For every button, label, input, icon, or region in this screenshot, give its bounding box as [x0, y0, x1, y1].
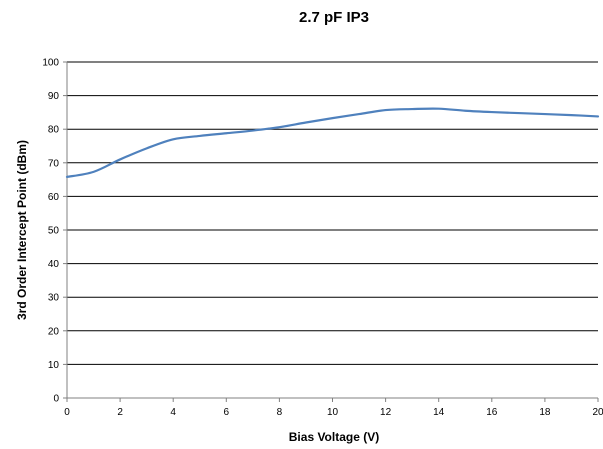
x-tick-label: 10 — [327, 407, 339, 418]
data-point — [305, 121, 307, 123]
data-point — [597, 115, 599, 117]
data-point — [199, 135, 201, 137]
x-tick-label: 18 — [539, 407, 551, 418]
data-point — [385, 109, 387, 111]
y-tick-label: 20 — [48, 326, 60, 337]
data-point — [119, 158, 121, 160]
x-tick-label: 20 — [592, 407, 603, 418]
data-point — [225, 132, 227, 134]
data-point — [570, 114, 572, 116]
y-tick-label: 0 — [53, 394, 59, 405]
x-axis: 0 2 4 6 8 10 12 14 16 18 20 — [64, 397, 603, 418]
data-point — [252, 129, 254, 131]
y-tick-label: 60 — [48, 192, 60, 203]
chart-title: 2.7 pF IP3 — [299, 9, 369, 26]
plot-area — [65, 107, 600, 179]
data-point — [358, 113, 360, 115]
y-axis: 0 10 20 30 40 50 60 70 80 90 100 — [42, 58, 68, 405]
x-axis-title: Bias Voltage (V) — [289, 430, 379, 444]
x-tick-label: 16 — [486, 407, 498, 418]
data-point — [464, 110, 466, 112]
x-tick-label: 6 — [224, 407, 230, 418]
data-point — [544, 113, 546, 115]
gridlines — [67, 61, 598, 365]
y-tick-label: 80 — [48, 125, 60, 136]
x-tick-label: 2 — [117, 407, 123, 418]
data-point — [278, 126, 280, 128]
y-tick-label: 40 — [48, 259, 60, 270]
y-tick-label: 30 — [48, 293, 60, 304]
data-point — [66, 176, 68, 178]
y-tick-label: 100 — [42, 58, 59, 69]
x-tick-label: 12 — [380, 407, 392, 418]
data-point — [172, 138, 174, 140]
y-tick-label: 10 — [48, 360, 60, 371]
y-tick-label: 70 — [48, 158, 60, 169]
x-tick-label: 0 — [64, 407, 70, 418]
data-point — [411, 108, 413, 110]
series-line — [65, 107, 600, 179]
data-point — [438, 108, 440, 110]
x-tick-label: 4 — [170, 407, 176, 418]
data-point — [146, 147, 148, 149]
y-axis-title: 3rd Order Intercept Point (dBm) — [15, 140, 29, 320]
data-point — [517, 112, 519, 114]
data-point — [92, 171, 94, 173]
y-tick-label: 50 — [48, 226, 60, 237]
data-point — [491, 111, 493, 113]
x-tick-label: 8 — [277, 407, 283, 418]
data-point — [331, 117, 333, 119]
x-tick-label: 14 — [433, 407, 445, 418]
y-tick-label: 90 — [48, 91, 60, 102]
